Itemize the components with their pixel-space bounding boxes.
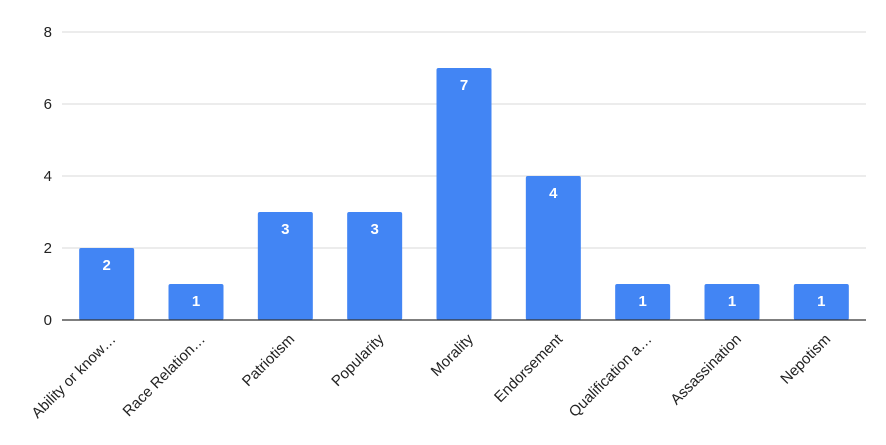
bars [79,68,849,320]
bar [347,212,403,320]
x-tick-label: Assassination [667,331,744,408]
x-tick-label: Morality [428,330,478,380]
x-axis-ticks: Ability or know… Race Relation… Patriotism… [28,330,834,422]
y-axis-ticks: 0 2 4 6 8 [44,24,52,329]
bar [436,68,492,320]
y-tick-label: 6 [44,96,52,113]
x-tick-label: Endorsement [491,330,567,406]
data-label: 2 [102,257,110,274]
data-label: 7 [460,77,468,94]
x-tick-label: Race Relation… [120,331,209,420]
data-label: 3 [370,221,378,238]
bar [79,248,135,320]
bar [525,176,581,320]
data-label: 1 [728,293,736,310]
data-label: 1 [192,293,200,310]
data-label: 1 [638,293,646,310]
bar [615,284,671,320]
x-tick-label: Popularity [328,330,388,390]
x-tick-label: Qualification a… [566,331,656,421]
x-tick-label: Patriotism [239,331,298,390]
bar [168,284,224,320]
bar [793,284,849,320]
y-tick-label: 8 [44,24,52,41]
data-labels: 2 1 3 3 7 4 1 1 1 [102,77,825,310]
x-tick-label: Nepotism [777,331,834,388]
bar [704,284,760,320]
bar [257,212,313,320]
y-tick-label: 2 [44,240,52,257]
data-label: 4 [549,185,558,202]
data-label: 1 [817,293,825,310]
y-tick-label: 4 [44,168,52,185]
x-tick-label: Ability or know… [28,331,119,422]
data-label: 3 [281,221,289,238]
y-tick-label: 0 [44,312,52,329]
